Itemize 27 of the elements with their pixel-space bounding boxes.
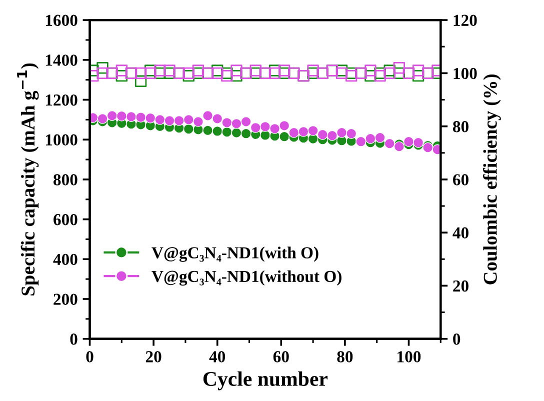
y-tick-label: 1400 [46,54,78,66]
x-tick-label: 80 [337,351,353,362]
y2-tick-label: 60 [453,174,468,186]
x-tick-label: 0 [86,351,94,362]
y-tick-label: 1000 [46,134,78,146]
x-tick-label: 20 [146,351,162,362]
x-tick-label: 60 [273,351,289,362]
y-tick-label: 200 [54,294,78,305]
y-axis-title: Specific capacity (mAh g$^{−1}$) [17,63,39,296]
y-tick-label: 1200 [46,94,78,106]
x-tick-label: 100 [398,351,421,362]
y2-tick-label: 0 [453,334,460,345]
y-tick-label: 1600 [46,14,78,26]
y2-tick-label: 20 [453,280,468,292]
y2-axis-title: Coulombic efficiency (%) [483,74,501,284]
x-axis-title: Cycle number [203,371,328,390]
legend-label: V@gC₃N₄-ND1(without O) [152,270,342,286]
y2-tick-label: 80 [453,121,468,132]
y-tick-label: 600 [54,214,78,226]
x-tick-label: 40 [209,351,226,362]
y-tick-label: 0 [70,334,78,345]
y2-tick-label: 40 [452,227,468,239]
y-tick-label: 800 [54,174,78,186]
y-tick-label: 400 [53,254,78,266]
y2-tick-label: 120 [454,14,477,26]
legend-label: V@gC₃N₄-ND1(with O) [152,246,318,262]
y2-tick-label: 100 [454,68,477,80]
